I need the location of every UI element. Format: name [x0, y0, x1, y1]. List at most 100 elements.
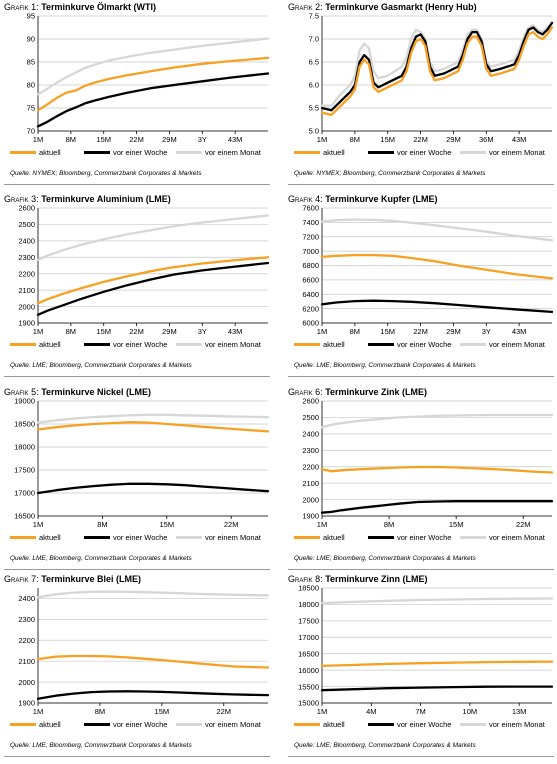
x-tick-label: 15M [96, 135, 111, 144]
y-tick-label: 2300 [18, 615, 35, 624]
chart-title: Grafik 5: Terminkurve Nickel (LME) [4, 387, 151, 397]
legend-label: vor einer Woche [113, 533, 167, 542]
x-tick-label: 1M [317, 520, 327, 529]
series-line-monat [320, 218, 554, 242]
y-tick-label: 7.5 [309, 12, 319, 21]
series-line-woche [36, 690, 270, 700]
x-tick-label: 43M [512, 135, 527, 144]
chart-title-prefix: Grafik 3: [4, 194, 39, 204]
y-tick-label: 16500 [298, 649, 319, 658]
legend-label: vor einer Woche [397, 340, 451, 349]
x-tick-label: 1M [33, 327, 43, 336]
panel-divider [288, 756, 554, 757]
series-line-woche [36, 482, 270, 495]
series-line-aktuell [36, 56, 270, 112]
series-line-monat [36, 214, 270, 261]
chart-title: Grafik 8: Terminkurve Zinn (LME) [288, 574, 428, 584]
chart-source: Quelle: LME; Bloomberg, Commerzbank Corp… [10, 555, 192, 562]
chart-source: Quelle: LME; Bloomberg, Commerzbank Corp… [294, 362, 476, 369]
x-tick-label: 15M [380, 327, 395, 336]
chart-title-prefix: Grafik 5: [4, 387, 39, 397]
y-tick-label: 17000 [298, 633, 319, 642]
x-tick-label: 1M [33, 520, 43, 529]
chart-title-prefix: Grafik 1: [4, 2, 39, 12]
y-tick-label: 17500 [298, 617, 319, 626]
x-tick-label: 8M [97, 520, 107, 529]
y-tick-label: 2000 [302, 495, 319, 504]
x-tick-label: 8M [384, 520, 394, 529]
series-line-monat [36, 590, 270, 599]
chart-title-text: Terminkurve Aluminium (LME) [38, 194, 171, 204]
series-line-woche [320, 299, 554, 314]
x-tick-label: 15M [380, 135, 395, 144]
legend-label: vor einem Monat [205, 148, 262, 157]
series-line-woche [320, 21, 554, 112]
y-tick-label: 5.5 [309, 104, 319, 113]
chart-source: Quelle: LME; Bloomberg, Commerzbank Corp… [10, 362, 192, 369]
x-tick-label: 22M [216, 707, 231, 716]
y-tick-label: 18500 [14, 420, 35, 429]
y-tick-label: 18500 [298, 584, 319, 593]
series-line-woche [320, 500, 554, 514]
chart-title: Grafik 6: Terminkurve Zink (LME) [288, 387, 427, 397]
series-line-aktuell [320, 253, 554, 280]
series-line-woche [36, 261, 270, 316]
y-tick-label: 7600 [302, 204, 319, 213]
y-tick-label: 80 [27, 81, 35, 90]
y-tick-label: 7000 [302, 247, 319, 256]
x-tick-label: 8M [350, 135, 360, 144]
chart-title-prefix: Grafik 4: [288, 194, 323, 204]
chart-title-text: Terminkurve Kupfer (LME) [322, 194, 438, 204]
series-line-aktuell [320, 660, 554, 668]
chart-svg: 1900 2000 2100 2200 2300 2400 2500 2600 1M 8M 15M 2… [294, 397, 554, 542]
y-tick-label: 2100 [302, 479, 319, 488]
series-line-aktuell [320, 26, 554, 117]
panel-divider [4, 756, 270, 757]
chart-svg: 70 75 80 85 90 95 1M 8M 15M 22M 29M 3Y 43M aktuell vor… [10, 12, 270, 157]
x-tick-label: 3Y [198, 327, 207, 336]
legend-label: vor einer Woche [397, 533, 451, 542]
x-tick-label: 1M [33, 707, 43, 716]
x-tick-label: 8M [66, 135, 76, 144]
y-tick-label: 1900 [302, 512, 319, 521]
y-tick-label: 15500 [298, 682, 319, 691]
legend-label: aktuell [323, 533, 345, 542]
series-line-monat [320, 597, 554, 605]
y-tick-label: 7.0 [309, 35, 319, 44]
y-tick-label: 15000 [298, 699, 319, 708]
legend-label: vor einer Woche [113, 720, 167, 729]
y-tick-label: 1900 [18, 319, 35, 328]
x-tick-label: 29M [162, 135, 177, 144]
chart-panel: Grafik 2: Terminkurve Gasmarkt (Henry Hu… [288, 2, 557, 192]
y-tick-label: 17000 [14, 489, 35, 498]
x-tick-label: 22M [129, 327, 144, 336]
chart-svg: 6000 6200 6400 6600 6800 7000 7200 7400 7600 1M 8M… [294, 204, 554, 349]
series-line-aktuell [36, 256, 270, 305]
y-tick-label: 2200 [302, 462, 319, 471]
x-tick-label: 43M [512, 327, 527, 336]
y-tick-label: 85 [27, 58, 35, 67]
panel-divider [288, 184, 554, 185]
x-tick-label: 22M [516, 520, 531, 529]
legend-label: aktuell [323, 720, 345, 729]
y-tick-label: 6.5 [309, 58, 319, 67]
x-tick-label: 15M [96, 327, 111, 336]
x-tick-label: 29M [446, 135, 461, 144]
chart-title-text: Terminkurve Nickel (LME) [38, 387, 152, 397]
chart-panel: Grafik 1: Terminkurve Ölmarkt (WTI) 70 75 8… [4, 2, 274, 192]
y-tick-label: 2100 [18, 657, 35, 666]
x-tick-label: 8M [66, 327, 76, 336]
y-tick-label: 7200 [302, 232, 319, 241]
legend-label: vor einem Monat [489, 720, 546, 729]
chart-title-text: Terminkurve Gasmarkt (Henry Hub) [322, 2, 477, 12]
x-tick-label: 43M [228, 327, 243, 336]
legend-label: aktuell [39, 533, 61, 542]
chart-title: Grafik 1: Terminkurve Ölmarkt (WTI) [4, 2, 156, 12]
x-tick-label: 10M [463, 707, 478, 716]
x-tick-label: 15M [155, 707, 170, 716]
chart-svg: 1900 2000 2100 2200 2300 2400 2500 2600 1M 8M 15M 2… [10, 204, 270, 349]
y-tick-label: 7400 [302, 218, 319, 227]
chart-svg: 1900 2000 2100 2200 2300 2400 1M 8M 15M 22M aktuel… [10, 588, 270, 729]
y-tick-label: 2000 [18, 302, 35, 311]
series-line-monat [320, 413, 554, 429]
